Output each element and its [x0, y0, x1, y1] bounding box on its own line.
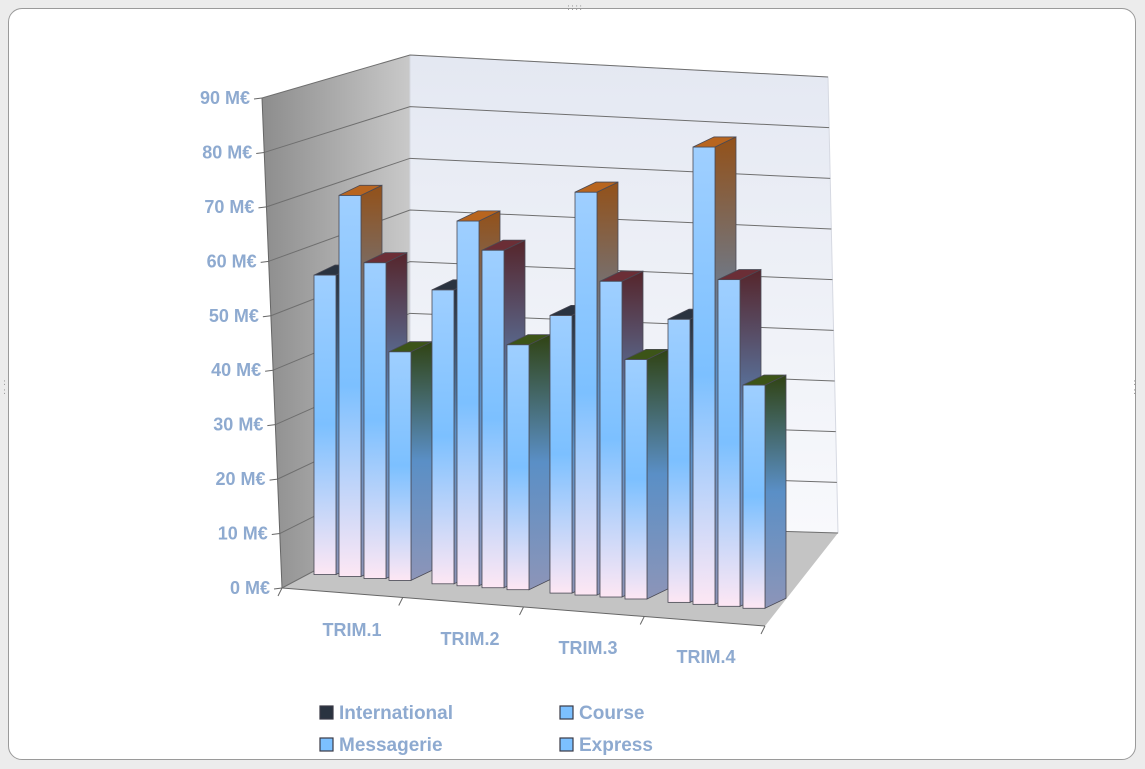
x-tick-label: TRIM.3	[558, 638, 617, 658]
legend-item: International	[319, 703, 453, 724]
legend-label: Messagerie	[339, 735, 443, 756]
x-tick	[277, 587, 283, 597]
y-tick-label: 0 M€	[230, 578, 270, 598]
bar-front	[363, 262, 387, 579]
y-tick	[258, 206, 267, 209]
y-tick	[256, 151, 265, 154]
y-tick-label: 20 M€	[216, 469, 266, 489]
x-tick-label: TRIM.1	[322, 620, 381, 640]
bar-top	[481, 239, 526, 251]
bar-front	[506, 344, 530, 591]
y-tick-label: 50 M€	[209, 306, 259, 326]
legend-label: International	[339, 703, 453, 724]
legend-label: Course	[579, 703, 644, 724]
bar	[742, 374, 787, 609]
legend-swatch	[319, 705, 334, 720]
y-tick-label: 80 M€	[202, 142, 252, 162]
bar-front	[717, 279, 741, 607]
y-tick-label: 30 M€	[213, 415, 263, 435]
x-tick	[398, 597, 404, 606]
y-axis-line	[261, 97, 283, 589]
legend: International Course Messagerie Express	[319, 703, 653, 756]
bar-front	[667, 318, 691, 603]
bar-front	[599, 280, 623, 598]
gridline	[266, 157, 831, 208]
bar-top	[692, 136, 737, 148]
legend-swatch	[559, 737, 574, 752]
gridline	[261, 54, 829, 99]
x-tick	[639, 616, 645, 625]
legend-swatch	[559, 705, 574, 720]
bar-front	[742, 384, 766, 609]
gridline	[268, 209, 832, 262]
bar-front	[431, 289, 455, 585]
legend-item: Express	[559, 735, 653, 756]
legend-item: Course	[559, 703, 644, 724]
bar-side	[410, 341, 433, 582]
bar-side	[646, 348, 669, 600]
x-tick	[760, 625, 766, 635]
y-tick	[253, 97, 263, 100]
bar-side	[528, 333, 551, 591]
bar-top	[574, 181, 619, 193]
bar-front	[338, 194, 362, 577]
x-tick-label: TRIM.2	[440, 629, 499, 649]
bar-top	[456, 210, 501, 222]
y-tick-label: 40 M€	[211, 360, 261, 380]
y-tick	[260, 260, 269, 263]
y-tick-label: 90 M€	[200, 88, 250, 108]
x-tick-label: TRIM.4	[676, 647, 735, 667]
top-resize-handle[interactable]: ::::	[567, 3, 584, 13]
y-tick	[262, 315, 271, 318]
bar-front	[574, 191, 598, 596]
x-axis: TRIM.1 TRIM.2 TRIM.3 TRIM.4	[277, 587, 766, 667]
bar-front	[692, 146, 716, 605]
y-tick	[265, 369, 274, 372]
y-axis: 0 M€ 10 M€ 20 M€ 30 M€ 40 M€ 50 M€ 60 M€ 70 M€ 8…	[200, 88, 283, 598]
bar-front	[624, 359, 648, 600]
bar-front	[456, 220, 480, 587]
y-tick	[267, 424, 276, 427]
bar-front	[549, 315, 573, 594]
bar-side	[764, 374, 787, 609]
y-tick-label: 10 M€	[218, 524, 268, 544]
bar	[506, 333, 551, 591]
bar-top	[363, 252, 408, 264]
bar-top	[599, 270, 644, 282]
bar-front	[481, 249, 505, 589]
y-tick	[269, 478, 278, 481]
y-tick	[271, 533, 280, 536]
x-tick	[519, 606, 524, 616]
bar-front	[313, 274, 337, 575]
bar	[388, 341, 433, 582]
bar	[624, 348, 669, 600]
left-resize-handle[interactable]: ::	[3, 378, 8, 397]
bars	[313, 136, 787, 609]
bar-top	[742, 374, 787, 386]
legend-swatch	[319, 737, 334, 752]
gridline	[264, 106, 830, 153]
legend-item: Messagerie	[319, 735, 443, 756]
y-tick	[273, 587, 283, 590]
bar-front	[388, 351, 412, 581]
legend-label: Express	[579, 735, 653, 756]
bar-top	[338, 184, 383, 196]
bar-top	[717, 269, 762, 281]
right-resize-handle[interactable]: ::	[1133, 378, 1138, 397]
y-tick-label: 70 M€	[204, 197, 254, 217]
y-tick-label: 60 M€	[207, 251, 257, 271]
